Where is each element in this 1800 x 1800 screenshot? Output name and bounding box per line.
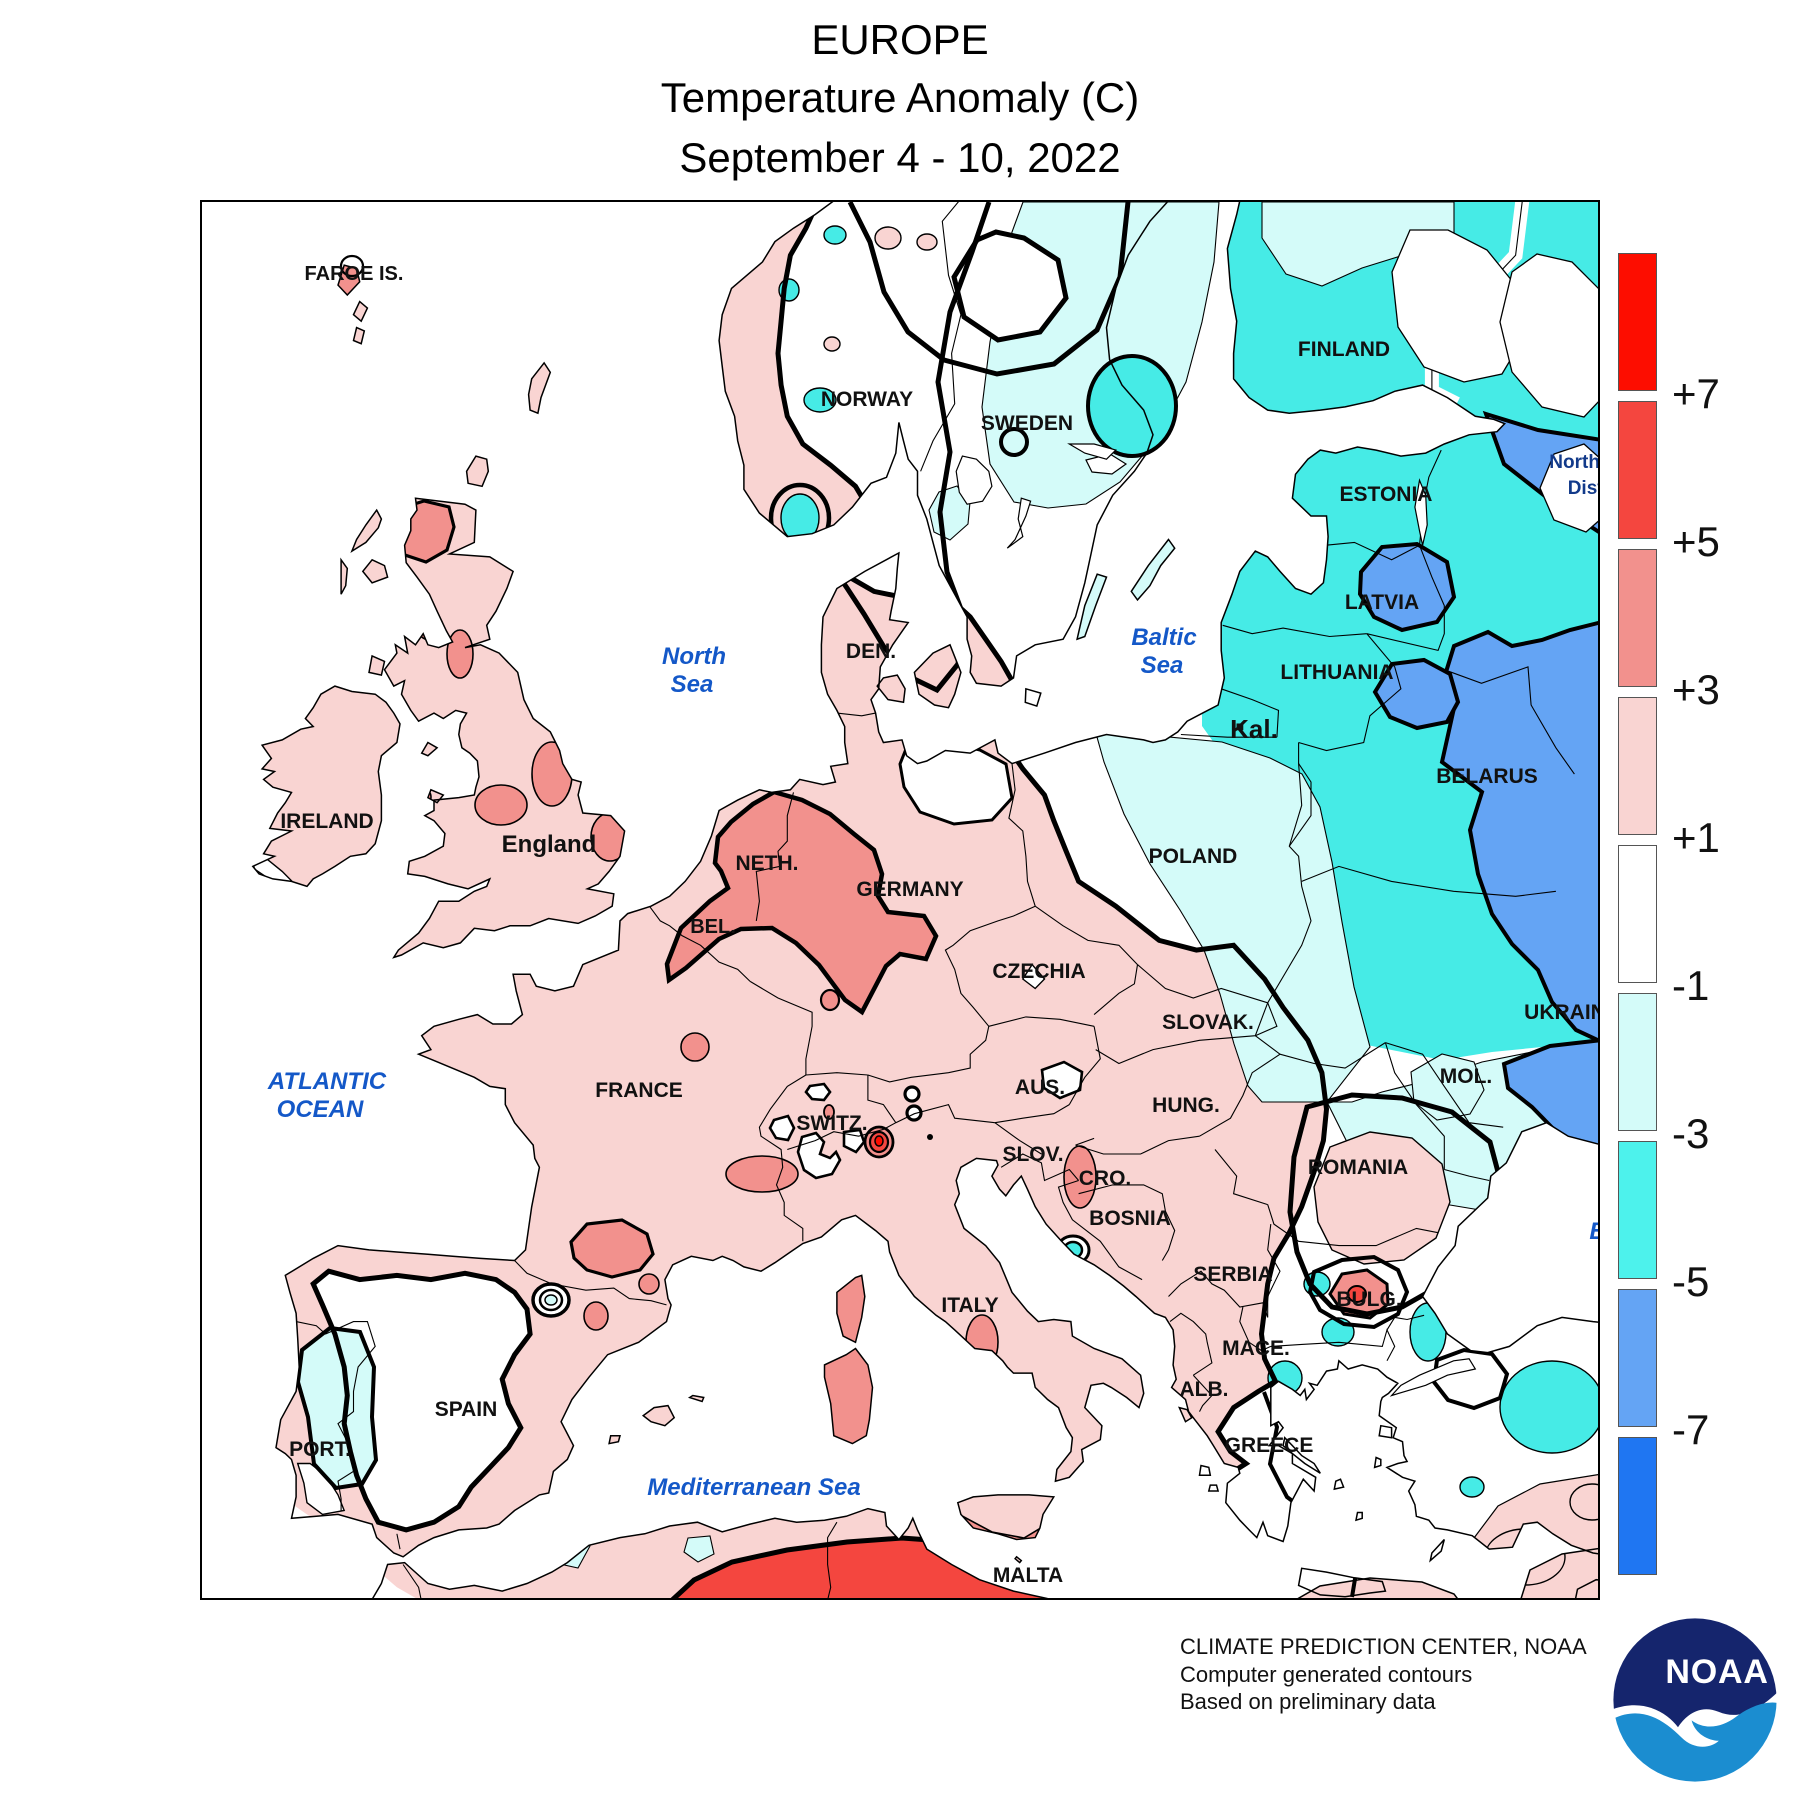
- svg-text:FAROE IS.: FAROE IS.: [305, 263, 404, 285]
- svg-text:HUNG.: HUNG.: [1152, 1094, 1220, 1117]
- svg-text:SWITZ.: SWITZ.: [796, 1112, 867, 1135]
- svg-text:SERBIA: SERBIA: [1193, 1263, 1272, 1286]
- svg-text:Kal.: Kal.: [1230, 714, 1278, 744]
- svg-text:Distri: Distri: [1568, 478, 1600, 499]
- svg-text:CRO.: CRO.: [1079, 1167, 1132, 1190]
- svg-text:Northw: Northw: [1549, 452, 1600, 473]
- svg-text:UKRAINE: UKRAINE: [1524, 1001, 1600, 1024]
- svg-text:SWEDEN: SWEDEN: [981, 412, 1073, 435]
- svg-text:B: B: [1589, 1218, 1600, 1245]
- svg-text:Mediterranean Sea: Mediterranean Sea: [647, 1474, 860, 1501]
- svg-text:Sea: Sea: [1141, 652, 1184, 679]
- svg-text:NETH.: NETH.: [736, 852, 799, 875]
- svg-text:PORT.: PORT.: [289, 1438, 351, 1461]
- svg-text:FRANCE: FRANCE: [595, 1079, 683, 1102]
- svg-text:MOL.: MOL.: [1440, 1065, 1493, 1088]
- svg-text:SLOVAK.: SLOVAK.: [1162, 1011, 1254, 1034]
- svg-text:IRELAND: IRELAND: [280, 810, 373, 833]
- svg-text:POLAND: POLAND: [1149, 845, 1238, 868]
- svg-text:AUS.: AUS.: [1015, 1076, 1065, 1099]
- svg-text:North: North: [662, 643, 726, 670]
- svg-text:■: ■: [1236, 718, 1244, 734]
- svg-text:GREECE: GREECE: [1225, 1434, 1314, 1457]
- svg-text:ROMANIA: ROMANIA: [1308, 1156, 1408, 1179]
- svg-text:ITALY: ITALY: [941, 1294, 998, 1317]
- svg-text:MALTA: MALTA: [993, 1564, 1063, 1587]
- svg-text:LATVIA: LATVIA: [1345, 591, 1419, 614]
- svg-text:NOAA: NOAA: [1665, 1653, 1769, 1691]
- svg-text:BEL.: BEL.: [690, 916, 736, 938]
- svg-text:FINLAND: FINLAND: [1298, 338, 1390, 361]
- svg-text:ATLANTIC: ATLANTIC: [267, 1068, 387, 1095]
- svg-text:Baltic: Baltic: [1131, 624, 1196, 651]
- svg-text:LITHUANIA: LITHUANIA: [1280, 661, 1393, 684]
- svg-text:BELARUS: BELARUS: [1436, 765, 1538, 788]
- svg-text:GERMANY: GERMANY: [856, 878, 963, 901]
- svg-text:BULG.: BULG.: [1336, 1288, 1401, 1311]
- svg-text:NORWAY: NORWAY: [821, 388, 913, 411]
- svg-text:SPAIN: SPAIN: [435, 1398, 498, 1421]
- svg-text:Sea: Sea: [671, 671, 714, 698]
- svg-text:OCEAN: OCEAN: [277, 1096, 364, 1123]
- svg-text:BOSNIA: BOSNIA: [1089, 1207, 1171, 1230]
- svg-text:SLOV.: SLOV.: [1002, 1143, 1063, 1166]
- svg-text:DEN.: DEN.: [846, 640, 896, 663]
- svg-text:CZECHIA: CZECHIA: [992, 960, 1085, 983]
- svg-text:MACE.: MACE.: [1222, 1337, 1290, 1360]
- svg-text:England: England: [502, 831, 597, 858]
- svg-text:ESTONIA: ESTONIA: [1340, 483, 1433, 506]
- svg-text:ALB.: ALB.: [1180, 1378, 1229, 1401]
